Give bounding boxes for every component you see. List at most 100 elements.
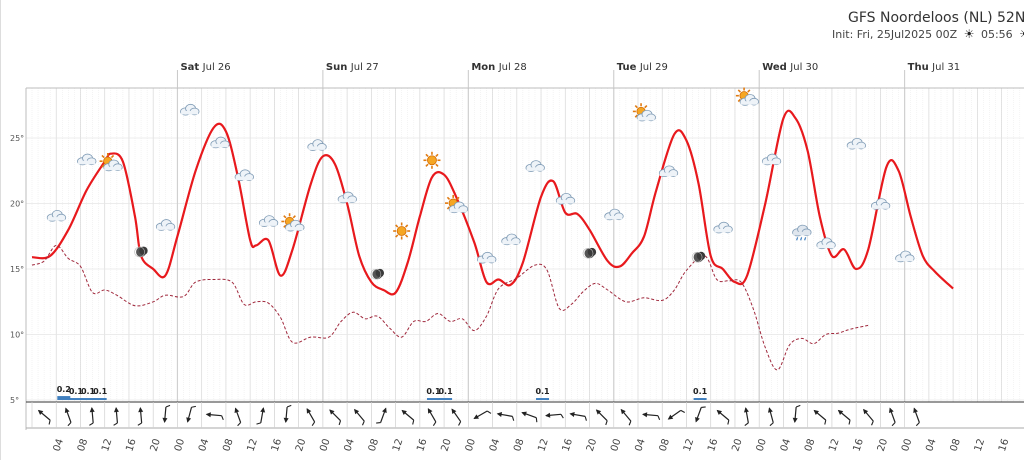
- hour-label: 20: [294, 437, 308, 453]
- hour-label: 00: [609, 437, 623, 453]
- precip-label: 0.1: [69, 387, 84, 396]
- sun-ray: [425, 163, 429, 167]
- wind-arrow: [863, 408, 874, 426]
- sun-ray: [101, 154, 105, 159]
- wind-arrow: [306, 408, 316, 426]
- hour-label: 00: [173, 437, 187, 453]
- precip-bar: [426, 398, 440, 400]
- wind-barb: [165, 404, 171, 408]
- cloud-base: [308, 146, 326, 150]
- wind-arrow: [716, 409, 730, 425]
- y-tick-label: 25°: [10, 134, 24, 143]
- wind-arrow: [283, 404, 292, 423]
- dewpoint-line: [31, 244, 869, 371]
- sun-ray: [435, 153, 439, 157]
- chart-title: GFS Noordeloos (NL) 52N: [848, 10, 1024, 26]
- sun-ray: [747, 89, 751, 93]
- wind-head: [889, 407, 894, 414]
- precip-label: 0.1: [93, 387, 108, 396]
- wind-barb: [338, 420, 342, 426]
- day-labels: Sat Jul 26 Sun Jul 27 Mon Jul 28 Tue Jul 29…: [176, 62, 960, 88]
- wind-barb: [657, 415, 661, 421]
- precip-bar: [439, 398, 453, 400]
- wind-arrow: [521, 411, 538, 423]
- init-subtitle: Init: Fri, 25Jul2025 00Z ☀ 05:56 ☀: [832, 27, 1024, 41]
- moon-icon: [582, 247, 597, 259]
- day-label: Wed Jul 30: [762, 62, 818, 73]
- cloud-base: [502, 240, 520, 245]
- sun-ray: [283, 215, 287, 219]
- wind-arrow: [595, 409, 608, 426]
- cloud-base: [47, 217, 65, 221]
- temperature-lines: [31, 109, 954, 371]
- hour-label: 08: [367, 437, 381, 453]
- hour-label: 04: [197, 437, 211, 453]
- wind-arrow: [186, 405, 197, 423]
- wind-arrow: [162, 404, 171, 423]
- hour-label: 12: [973, 437, 987, 453]
- cloud-icon: [871, 198, 891, 210]
- hour-label: 04: [924, 437, 938, 453]
- wind-head: [353, 408, 360, 415]
- hour-label: 12: [246, 437, 260, 453]
- sun-ray: [634, 114, 638, 118]
- wind-head: [138, 407, 144, 413]
- wind-barb: [237, 422, 242, 427]
- wind-arrow: [37, 409, 51, 425]
- wind-barb: [67, 422, 72, 427]
- hour-label: 04: [633, 437, 647, 453]
- wind-arrow: [813, 409, 827, 425]
- y-tick-label: 20°: [10, 200, 24, 209]
- wind-arrow: [620, 408, 632, 426]
- wind-barb: [744, 422, 749, 426]
- sun-cloud-icon: [735, 87, 759, 106]
- wind-head: [695, 416, 700, 423]
- hour-label: 16: [561, 437, 575, 453]
- hour-label: 12: [100, 437, 114, 453]
- wind-head: [186, 417, 192, 423]
- hour-label: 04: [779, 437, 793, 453]
- hour-label: 16: [124, 437, 138, 453]
- moon-rim: [582, 247, 594, 259]
- day-label: Sun Jul 27: [326, 62, 379, 73]
- grid-layer: [26, 88, 1024, 402]
- hour-label: 20: [876, 437, 890, 453]
- wind-arrow: [64, 407, 72, 427]
- wind-head: [427, 408, 433, 414]
- cloud-base: [259, 222, 277, 226]
- day-label: Mon Jul 28: [471, 62, 526, 73]
- rain-cloud-icon: [792, 224, 812, 241]
- wind-head: [451, 408, 457, 414]
- precip-bar: [693, 398, 707, 400]
- wind-arrow: [427, 408, 437, 426]
- moon-icon: [691, 251, 706, 263]
- moon-icon: [134, 246, 148, 258]
- sun-disc: [427, 155, 437, 166]
- cloud-base: [762, 160, 780, 165]
- precip-label: 0.1: [693, 387, 708, 396]
- wind-head: [205, 412, 211, 418]
- sun-ray: [435, 163, 439, 167]
- sun-ray: [634, 105, 638, 109]
- cloud-icon: [210, 136, 230, 149]
- cloud-icon: [604, 208, 624, 221]
- sun-ray: [292, 215, 296, 219]
- wind-head: [64, 407, 70, 414]
- wind-arrow: [642, 412, 661, 421]
- wind-head: [260, 407, 266, 413]
- wind-barb: [432, 421, 437, 426]
- sun-ray: [395, 224, 399, 228]
- cloud-base: [181, 110, 199, 115]
- wind-arrow: [353, 408, 365, 426]
- precip-label: 0.1: [81, 387, 96, 396]
- cloud-icon: [77, 153, 97, 166]
- cloud-base: [78, 160, 96, 165]
- hour-label: 04: [52, 437, 66, 453]
- wind-arrow: [473, 410, 492, 420]
- sun-ray: [110, 154, 115, 159]
- moon-rim: [370, 268, 382, 280]
- wind-barb: [848, 420, 851, 425]
- hour-label: 08: [803, 437, 817, 453]
